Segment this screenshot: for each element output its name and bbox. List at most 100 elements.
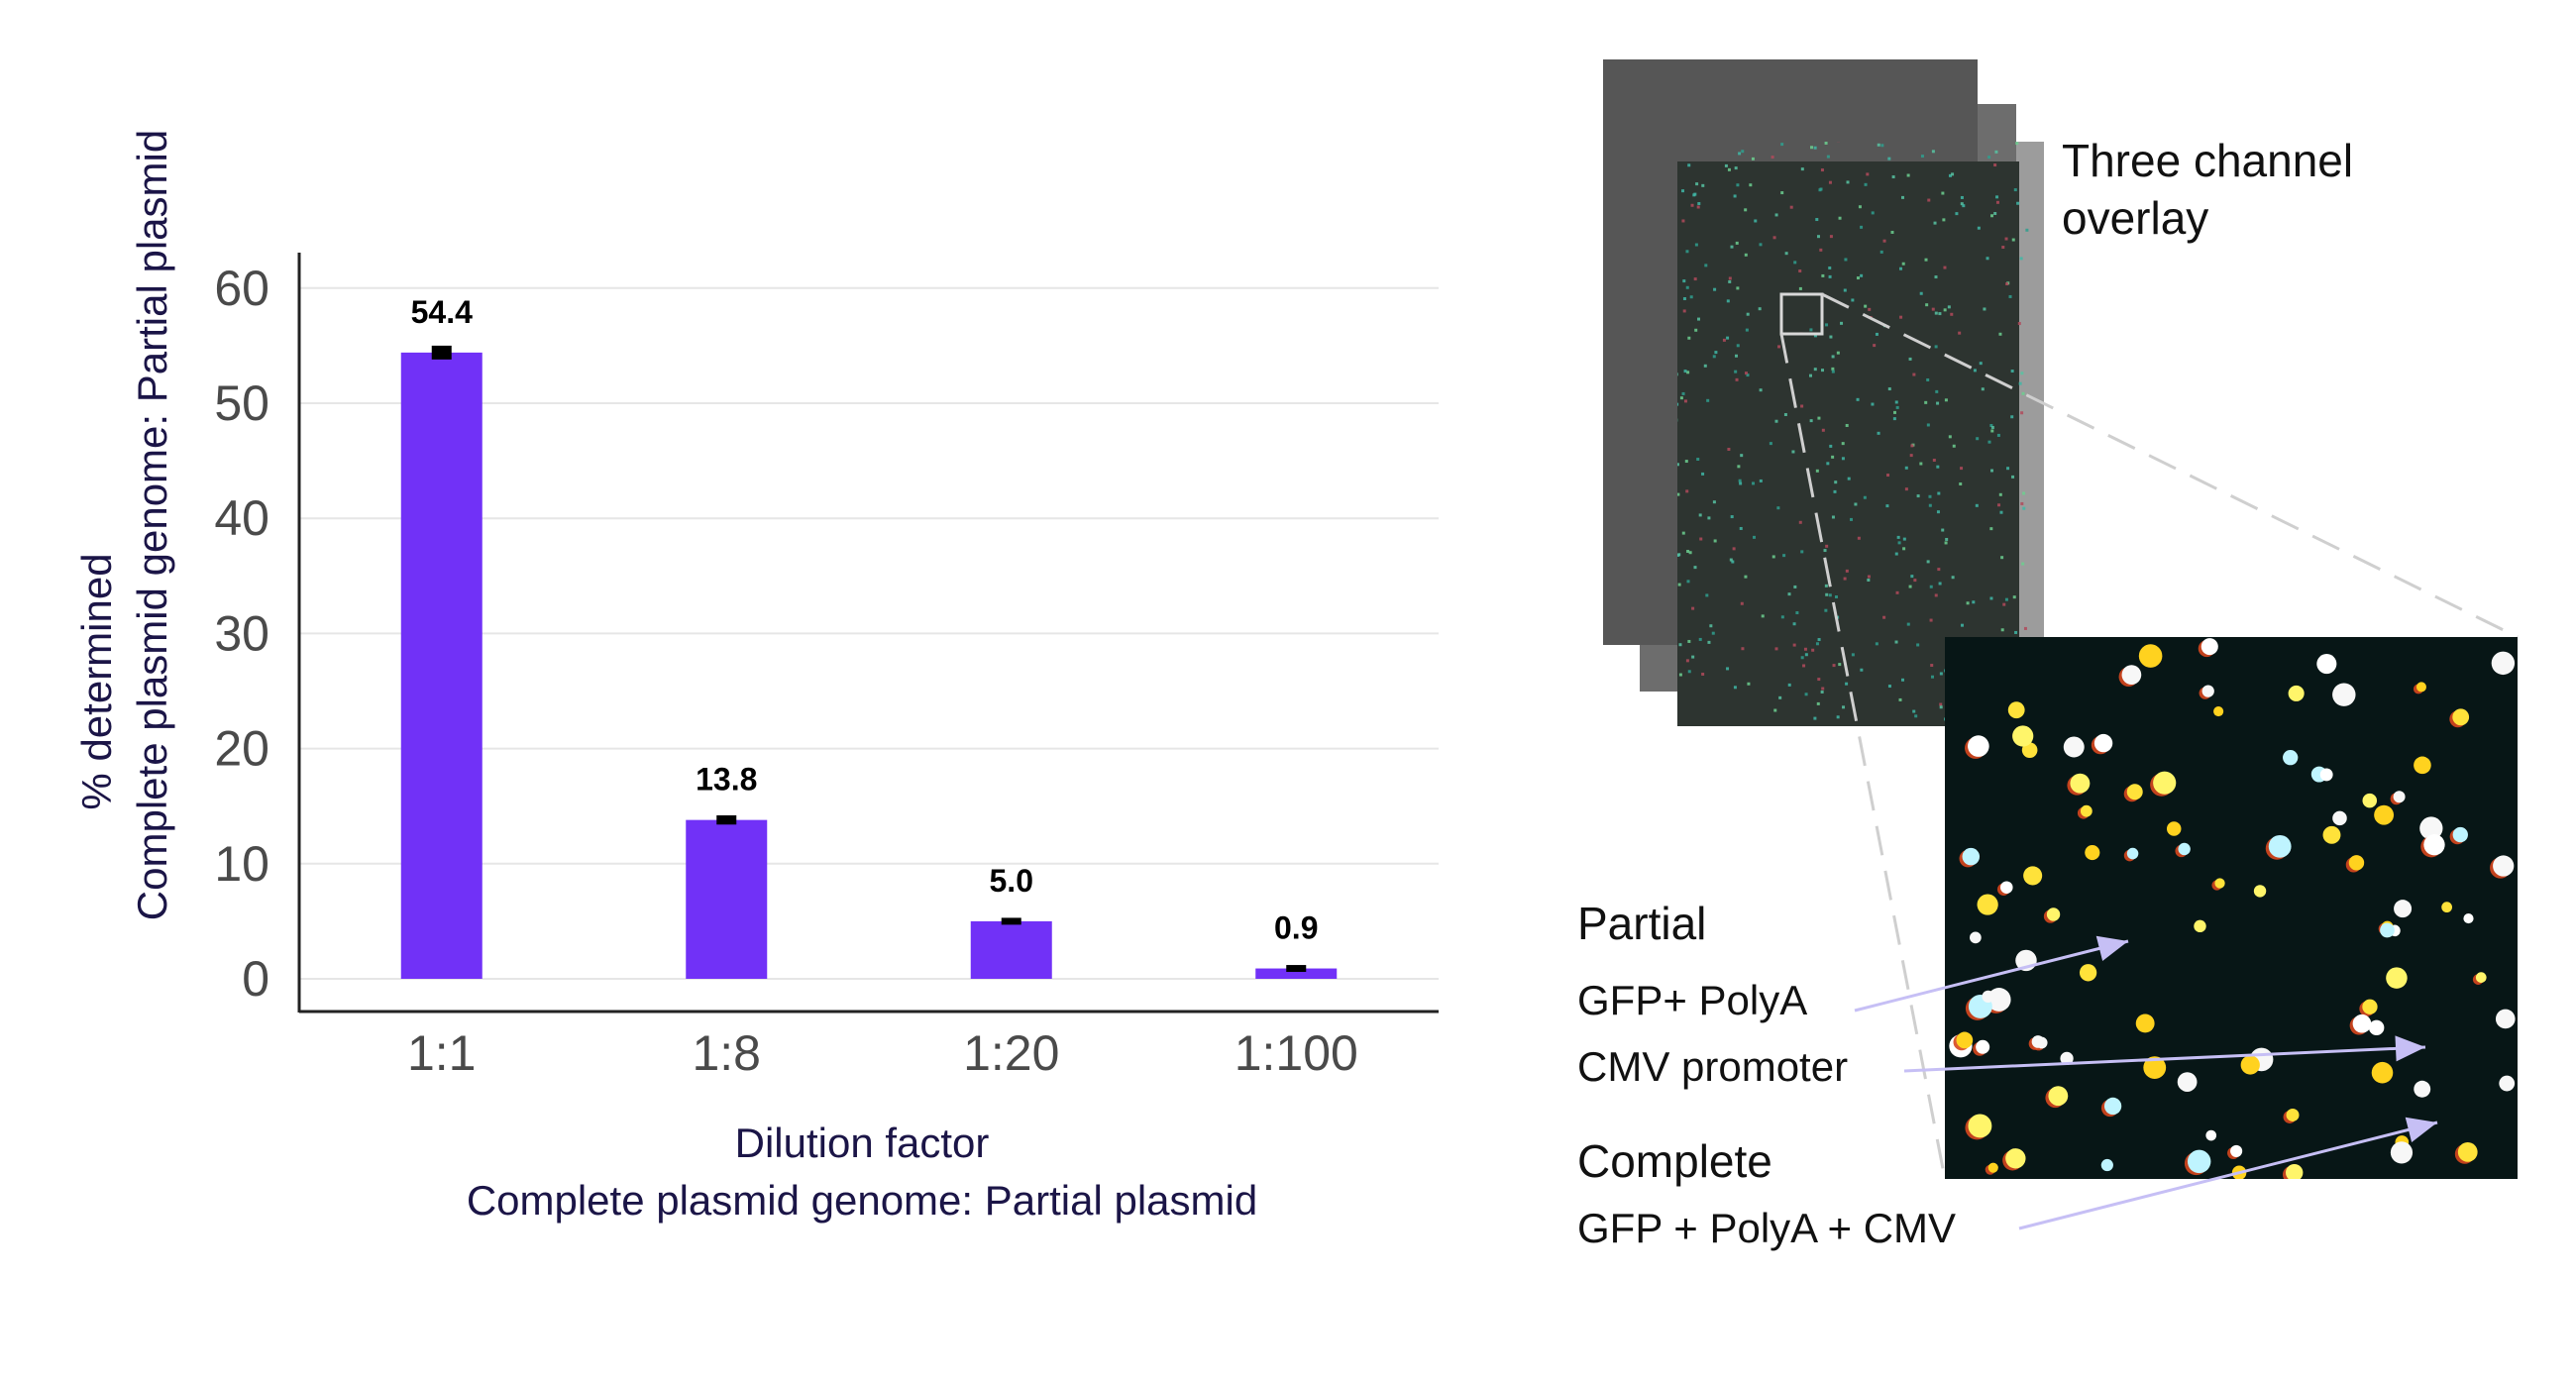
bar-1-1 <box>400 352 483 979</box>
overlay-speckle <box>1942 218 1946 222</box>
overlay-speckle <box>1824 584 1828 587</box>
overlay-speckle <box>1696 317 1700 321</box>
overlay-speckle <box>1999 510 2003 514</box>
x-axis-title-line-1: Dilution factor <box>735 1120 990 1166</box>
overlay-speckle <box>1858 205 1862 209</box>
fluorescent-spot <box>2070 773 2091 794</box>
annotation-arrows <box>1854 935 2438 1230</box>
y-tick-label: 20 <box>214 721 269 777</box>
overlay-speckle <box>1948 435 1952 439</box>
fluorescent-spot <box>1968 735 1989 757</box>
fluorescent-spot <box>2452 826 2468 843</box>
overlay-speckle <box>1902 537 1906 541</box>
overlay-speckle <box>1772 236 1776 240</box>
partial-item-cmv-promoter: CMV promoter <box>1577 1043 1848 1090</box>
overlay-speckle <box>1857 536 1861 540</box>
overlay-speckle <box>1929 585 1933 588</box>
overlay-speckle <box>1792 643 1796 647</box>
overlay-speckle <box>1939 672 1943 676</box>
overlay-speckle <box>1989 596 1993 600</box>
x-axis-title-line-2: Complete plasmid genome: Partial plasmid <box>467 1177 1257 1224</box>
overlay-speckle <box>1815 218 1819 222</box>
overlay-speckle <box>2025 228 2029 232</box>
overlay-speckle <box>1926 377 1930 381</box>
y-tick-labels: 0 10 20 30 40 50 60 <box>214 261 269 1007</box>
overlay-speckle <box>1780 143 1784 147</box>
overlay-speckle <box>1686 371 1690 374</box>
arrow-gfp-polya <box>1854 935 2129 1013</box>
overlay-speckle <box>1733 686 1737 690</box>
fluorescent-spot <box>2393 791 2406 803</box>
overlay-speckle <box>1895 405 1899 409</box>
overlay-speckle <box>1758 307 1762 311</box>
overlay-speckle <box>1693 566 1697 570</box>
overlay-speckle <box>1825 544 1829 548</box>
overlay-speckle <box>1989 527 1993 531</box>
overlay-speckle <box>1687 639 1691 643</box>
fluorescent-spot <box>2085 845 2100 861</box>
overlay-speckle <box>2006 90 2009 93</box>
fluorescent-spot <box>2178 842 2191 856</box>
bar-1-8 <box>686 819 768 979</box>
x-tick-labels: 1:1 1:8 1:20 1:100 <box>407 1025 1358 1081</box>
overlay-speckle <box>1754 219 1758 223</box>
overlay-speckle <box>1677 463 1679 467</box>
overlay-speckle <box>1845 423 1849 427</box>
overlay-speckle <box>1726 299 1730 303</box>
overlay-speckle <box>1820 168 1824 172</box>
overlay-speckle <box>1950 312 1954 316</box>
fluorescent-spot <box>2415 682 2426 693</box>
overlay-speckle <box>1989 424 1993 428</box>
overlay-speckle <box>1641 709 1644 712</box>
overlay-speckle <box>1732 547 1736 551</box>
overlay-speckle <box>2020 501 2024 505</box>
overlay-speckle <box>1802 664 1806 668</box>
fluorescent-spot <box>2386 967 2408 989</box>
overlay-speckle <box>1926 560 1930 564</box>
fluorescent-spot <box>2390 1141 2414 1164</box>
overlay-speckle <box>1875 642 1878 646</box>
fluorescent-spot <box>2493 855 2515 877</box>
overlay-speckle <box>1734 370 1738 373</box>
overlay-speckle <box>1782 554 1786 558</box>
overlay-speckle <box>2004 597 2008 601</box>
overlay-speckle <box>1860 668 1864 672</box>
overlay-speckle <box>1731 560 1735 564</box>
overlay-speckle <box>1836 715 1840 719</box>
overlay-speckle <box>1840 321 1844 325</box>
overlay-speckle <box>1945 537 1949 541</box>
fluorescent-spot <box>1970 931 1982 944</box>
overlay-speckle <box>1769 442 1772 446</box>
overlay-speckle <box>1800 167 1804 171</box>
overlay-speckle <box>1813 334 1817 338</box>
fluorescent-spot <box>2457 1141 2478 1162</box>
overlay-speckle <box>1787 592 1791 596</box>
y-tick-label: 40 <box>214 490 269 546</box>
overlay-speckle <box>1890 230 1894 234</box>
fluorescent-spot <box>2205 1129 2217 1141</box>
overlay-speckle <box>1938 312 1942 316</box>
overlay-speckle <box>1831 355 1835 359</box>
overlay-speckle <box>1689 295 1693 299</box>
overlay-speckle <box>1832 664 1836 668</box>
overlay-speckle <box>1810 146 1814 150</box>
overlay-speckle <box>1912 709 1916 713</box>
overlay-speckle <box>1690 203 1694 207</box>
overlay-speckle <box>2004 237 2008 241</box>
overlay-speckle <box>1780 191 1784 195</box>
overlay-speckle <box>1736 286 1740 290</box>
overlay-speckle <box>1894 640 1898 644</box>
fluorescent-spot <box>1976 1039 1990 1054</box>
overlay-speckle <box>1989 469 1993 473</box>
overlay-speckle <box>1820 690 1824 694</box>
fluorescent-spot <box>2316 654 2337 675</box>
overlay-speckle <box>1682 309 1686 313</box>
overlay-speckle <box>1973 369 1977 373</box>
overlay-speckle <box>1701 472 1705 476</box>
fluorescent-spot <box>2121 665 2142 685</box>
fluorescent-spot <box>2414 1080 2431 1098</box>
fluorescent-spot <box>2007 701 2025 719</box>
overlay-speckle <box>1993 212 1997 215</box>
fluorescent-spot <box>2419 816 2443 840</box>
overlay-speckle <box>1845 682 1849 686</box>
